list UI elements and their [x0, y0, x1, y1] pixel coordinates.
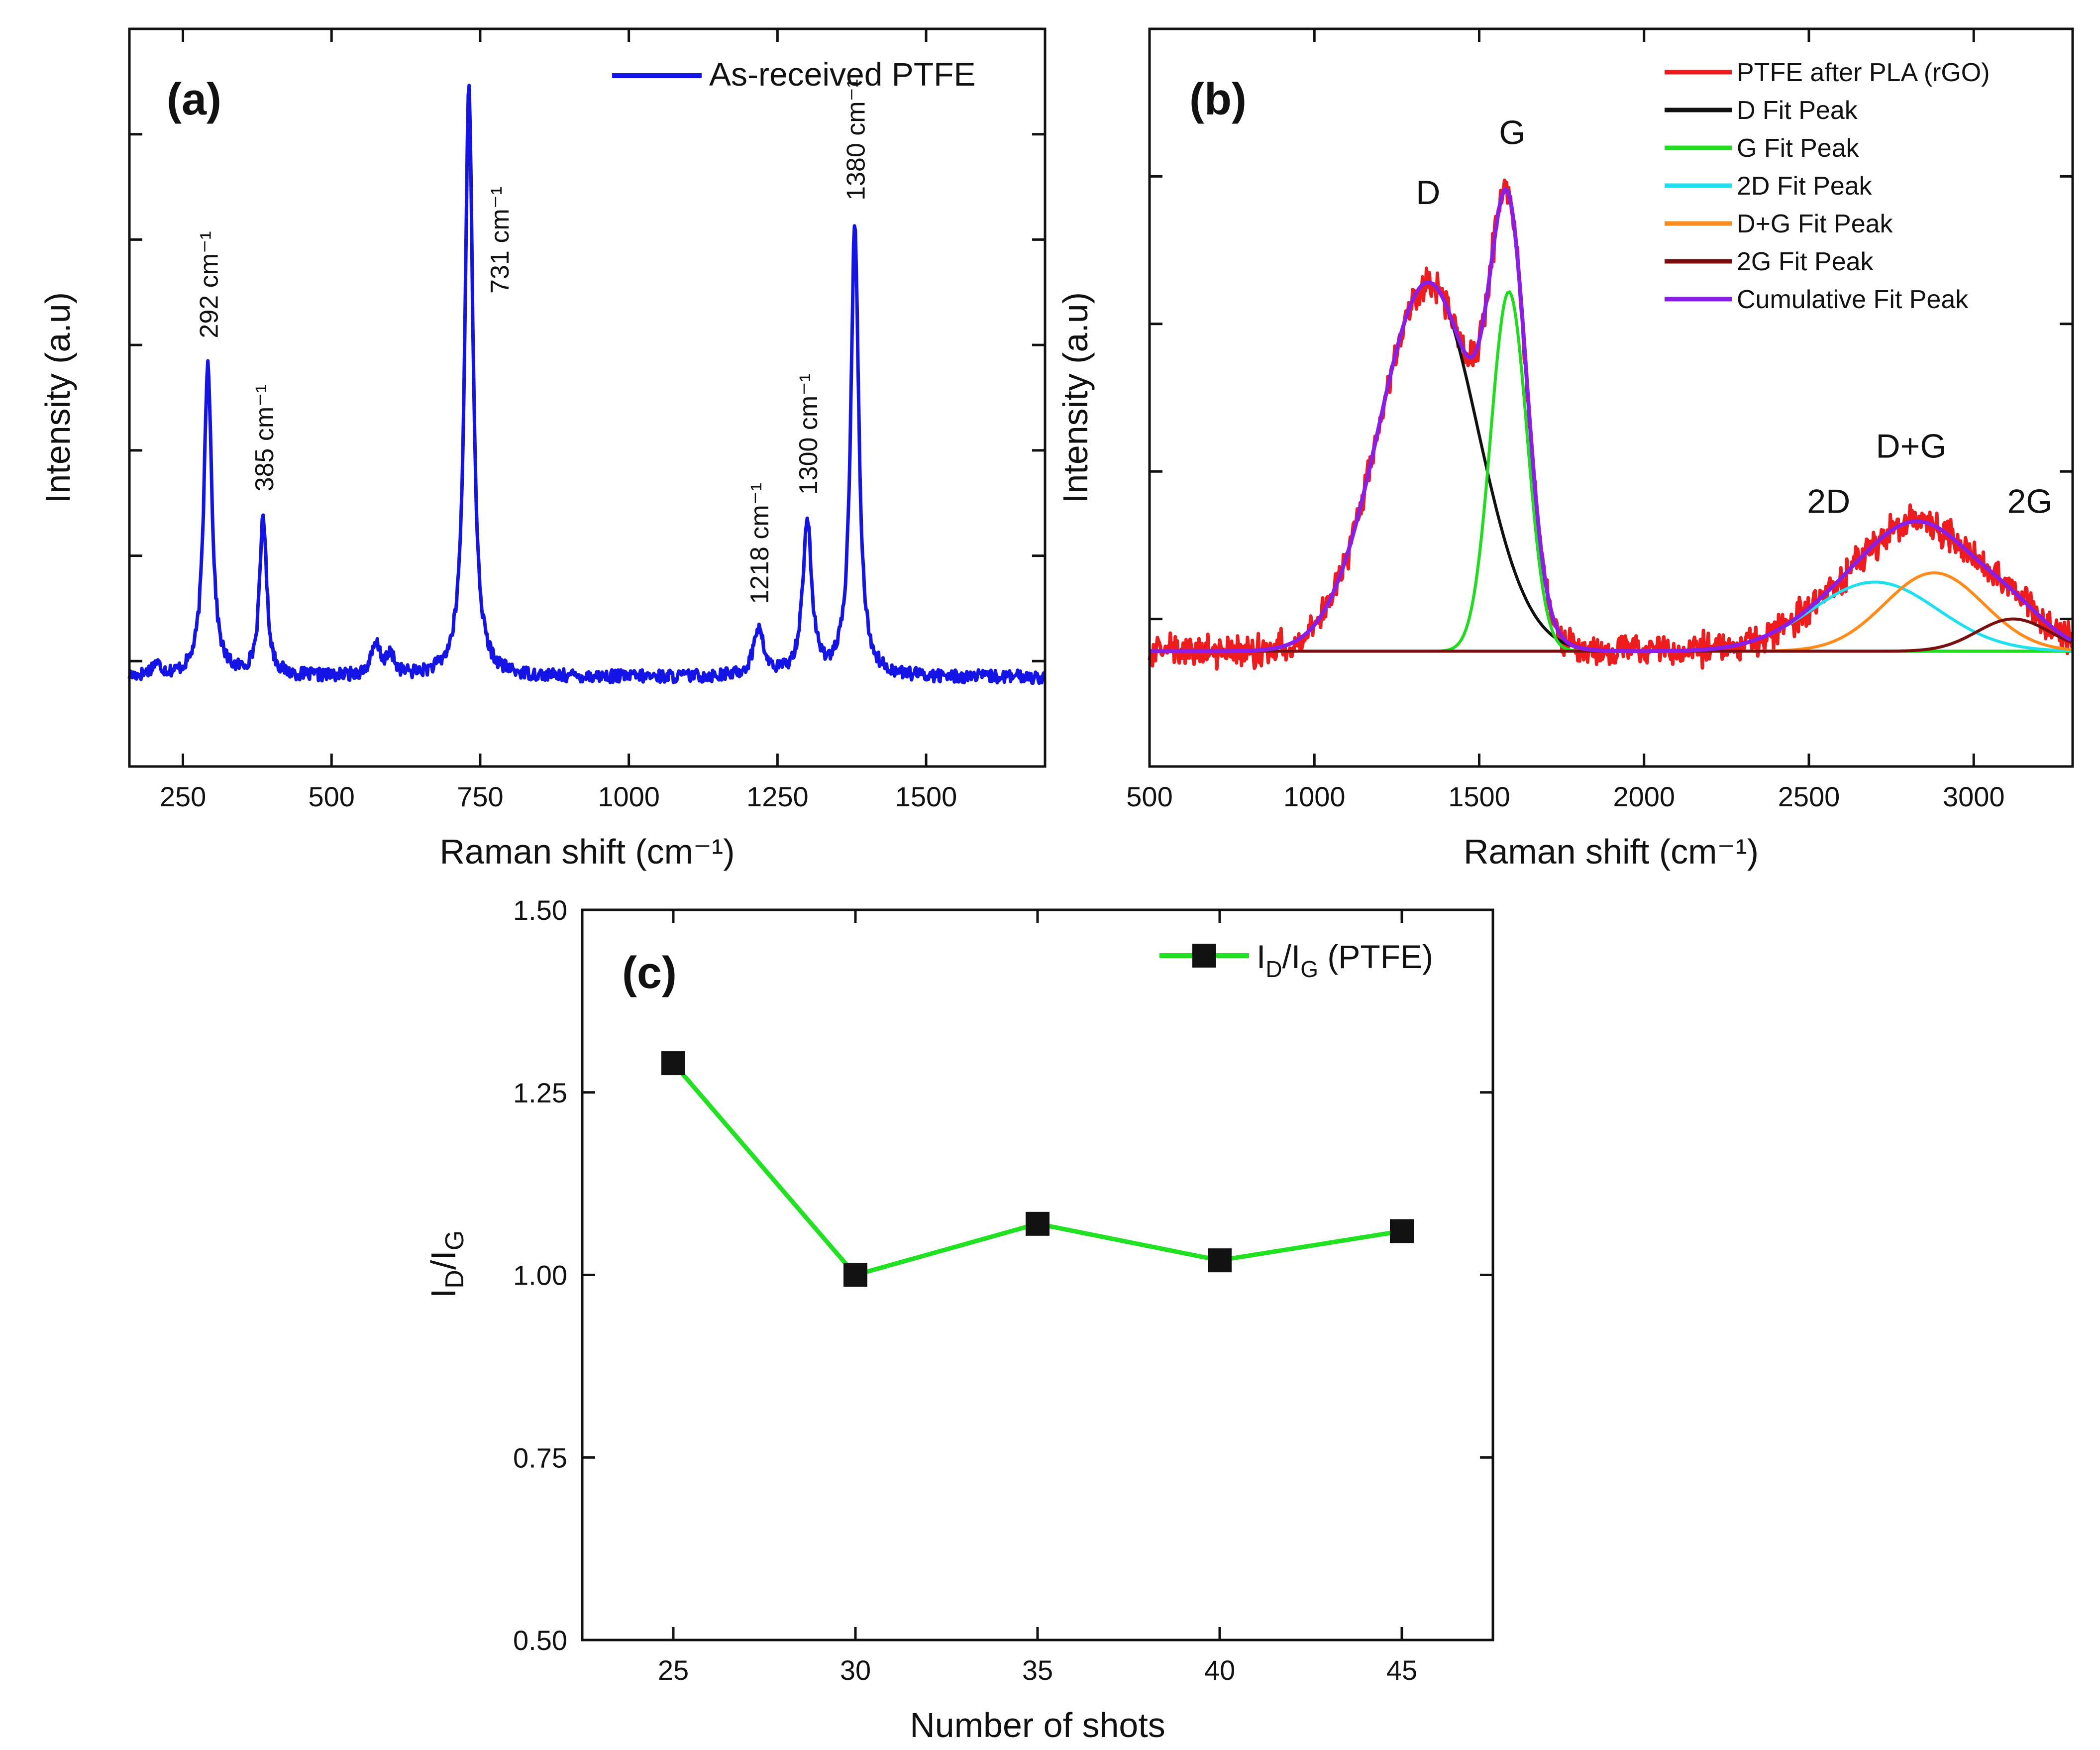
legend-label: 2D Fit Peak — [1737, 172, 1873, 201]
panel-b-x-tick-label: 2000 — [1613, 781, 1675, 812]
peak-annotation: 1300 cm⁻¹ — [794, 373, 823, 495]
panel-a-x-tick-label: 1500 — [895, 781, 957, 812]
panel-a-label: (a) — [167, 75, 221, 124]
fit-peak-d-fit-peak — [1150, 281, 2072, 653]
peak-label: D — [1416, 174, 1440, 212]
legend-label: Cumulative Fit Peak — [1737, 285, 1969, 314]
panel-a-frame — [128, 27, 1047, 768]
peak-label: 2D — [1807, 483, 1850, 521]
data-point-id-ig — [1390, 1219, 1414, 1243]
panel-b-x-axis-title: Raman shift (cm⁻¹) — [1464, 832, 1759, 871]
panel-c-label: (c) — [622, 948, 677, 998]
peak-annotation: 385 cm⁻¹ — [250, 384, 279, 491]
data-point-id-ig — [661, 1051, 685, 1076]
peak-label: 2G — [2007, 483, 2053, 521]
panel-a-x-tick-label: 750 — [457, 781, 503, 812]
panel-a-x-tick-label: 1250 — [746, 781, 809, 812]
data-point-id-ig — [1026, 1211, 1050, 1236]
panel-c-y-tick-label: 1.00 — [513, 1260, 567, 1291]
legend-label: G Fit Peak — [1737, 134, 1860, 163]
fit-peak-d-g-fit-peak — [1150, 571, 2072, 653]
panel-c-y-tick-label: 1.50 — [513, 894, 567, 926]
series-line-id-ig — [671, 1062, 1402, 1278]
peak-label: D+G — [1876, 427, 1947, 465]
panel-a: 250 500 750 1000 1250 1500 292 cm⁻¹ 385 cm⁻¹ 731… — [38, 27, 1047, 871]
cumulative-fit-line — [1150, 187, 2073, 654]
panel-b-x-tick-label: 2500 — [1778, 781, 1840, 812]
panel-c: 25 30 35 40 45 0.50 0.75 1.00 1.25 1.50 Number of … — [513, 894, 1494, 1745]
data-point-id-ig — [843, 1263, 867, 1287]
panel-c-x-tick-label: 30 — [840, 1654, 871, 1686]
peak-annotation: 292 cm⁻¹ — [195, 231, 224, 338]
panel-b-x-tick-label: 3000 — [1943, 781, 2005, 812]
panel-c-x-tick-label: 35 — [1022, 1654, 1053, 1686]
panel-b-y-axis-title: Intensity (a.u) — [1056, 292, 1095, 503]
series-line-ptfe-after-pla — [1148, 178, 2074, 671]
panel-a-x-tick-label: 500 — [309, 781, 355, 812]
fit-peak-g-fit-peak — [1150, 290, 2072, 653]
peak-annotation: 731 cm⁻¹ — [486, 187, 515, 294]
peak-annotation: 1380 cm⁻¹ — [842, 79, 871, 201]
fit-peak-2d-fit-peak — [1150, 580, 2072, 653]
panel-a-x-axis-title: Raman shift (cm⁻¹) — [439, 832, 735, 871]
panel-b-frame — [1148, 27, 2074, 768]
panel-a-y-axis-title: Intensity (a.u) — [38, 292, 77, 503]
legend-label-id-ig: ID/IG (PTFE) — [1257, 938, 1433, 982]
panel-c-y-tick-label: 1.25 — [513, 1077, 567, 1108]
peak-annotation: 1218 cm⁻¹ — [745, 483, 774, 604]
panel-c-frame — [581, 908, 1494, 1641]
panel-b: 500 1000 1500 2000 2500 3000 D G 2D D+G 2G PTFE aft… — [1056, 27, 2074, 871]
legend-label-as-received-ptfe: As-received PTFE — [709, 56, 975, 93]
data-point-id-ig — [1208, 1248, 1232, 1273]
legend-label: D+G Fit Peak — [1737, 210, 1893, 238]
panel-c-x-axis-title: Number of shots — [910, 1706, 1165, 1745]
panel-c-x-tick-label: 25 — [658, 1654, 689, 1686]
panel-c-x-tick-label: 40 — [1204, 1654, 1235, 1686]
panel-a-x-tick-label: 1000 — [598, 781, 660, 812]
legend-label: PTFE after PLA (rGO) — [1737, 58, 1990, 87]
panel-b-x-tick-label: 500 — [1126, 781, 1172, 812]
panel-c-y-tick-label: 0.50 — [513, 1625, 567, 1656]
panel-b-x-tick-label: 1000 — [1283, 781, 1346, 812]
panel-c-legend: ID/IG (PTFE) — [1159, 938, 1433, 982]
panel-c-y-tick-label: 0.75 — [513, 1442, 567, 1473]
panel-c-y-axis-title: ID/IG — [424, 1230, 469, 1298]
panel-b-label: (b) — [1189, 75, 1247, 124]
panel-a-x-tick-label: 250 — [160, 781, 206, 812]
series-line-as-received-ptfe — [127, 84, 1046, 685]
panel-c-x-tick-label: 45 — [1386, 1654, 1417, 1686]
panel-b-x-tick-label: 1500 — [1448, 781, 1510, 812]
legend-label: D Fit Peak — [1737, 96, 1858, 125]
peak-label: G — [1499, 114, 1525, 152]
legend-marker-id-ig — [1192, 944, 1216, 968]
legend-label: 2G Fit Peak — [1737, 247, 1874, 276]
